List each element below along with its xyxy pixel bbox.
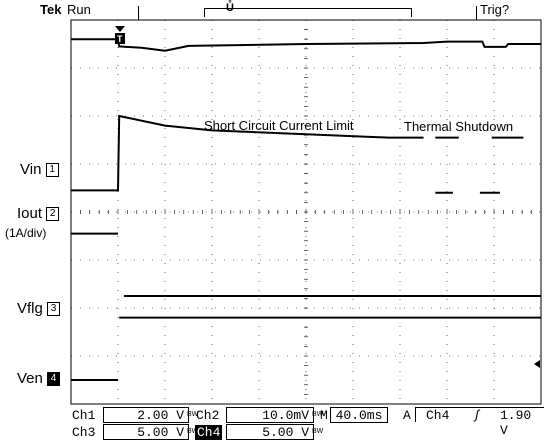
- ch2-volts-div: 10.0mV: [226, 407, 314, 423]
- ch4-bw-indicator: BW: [312, 428, 324, 435]
- trigger-source: Ch4: [426, 408, 450, 423]
- ch4-label-text: Ch4: [195, 425, 223, 440]
- ch3-value: 5.00 V: [137, 425, 184, 440]
- vflg-name: Vflg: [17, 300, 43, 317]
- status-divider-right: [476, 6, 477, 20]
- iout-label: Iout 2: [17, 205, 60, 222]
- brand-label: Tek: [40, 2, 62, 17]
- ch4-volts-div: 5.00 V: [226, 424, 314, 440]
- ch2-bw-indicator: BW: [312, 411, 324, 418]
- ch1-bw-indicator: BW: [187, 411, 199, 418]
- iout-name: Iout: [17, 205, 43, 222]
- ch4-readout-label: Ch4: [195, 425, 223, 440]
- record-position-bracket: [204, 8, 412, 17]
- timebase-value: 40.0ms: [330, 407, 388, 423]
- short-circuit-annotation: Short Circuit Current Limit: [204, 118, 354, 133]
- run-state: Run: [67, 2, 91, 17]
- thermal-shutdown-annotation: Thermal Shutdown: [404, 119, 514, 134]
- vflg_trace: [71, 232, 541, 297]
- timebase-value-text: 40.0ms: [335, 408, 383, 423]
- ven-name: Ven: [17, 370, 43, 387]
- trigger-marker-label: T: [117, 34, 123, 44]
- iout_trace: [71, 114, 524, 192]
- trigger-level-arrow: [534, 360, 540, 368]
- ch2-value: 10.0mV: [262, 408, 309, 423]
- timebase-label: M: [320, 408, 328, 423]
- ch3-readout-label: Ch3: [72, 425, 96, 440]
- ch2-marker: 2: [46, 207, 60, 222]
- graticule: [70, 19, 542, 405]
- ch1-marker: 1: [45, 163, 59, 178]
- waveform-traces: [71, 38, 541, 381]
- ch4-value: 5.00 V: [262, 425, 309, 440]
- status-divider: [138, 6, 139, 20]
- trigger-arrow-top: [115, 26, 125, 44]
- vin-label: Vin 1: [20, 161, 59, 178]
- trigger-level: 1.90 V: [500, 408, 532, 438]
- ch2-readout-label: Ch2: [196, 408, 220, 423]
- ch3-bw-indicator: BW: [187, 428, 199, 435]
- ven-label: Ven 4: [17, 370, 61, 387]
- trigger-mode: A: [403, 408, 411, 423]
- trigger-position-marker: Ů: [226, 2, 234, 14]
- ch1-volts-div: 2.00 V: [103, 407, 189, 423]
- vin-name: Vin: [20, 161, 42, 178]
- rising-edge-icon: ʃ: [473, 408, 481, 423]
- ch4-marker: 4: [47, 372, 61, 387]
- ven_trace: [71, 316, 541, 381]
- trigger-readout: Ch4 ʃ 1.90 V: [415, 407, 544, 438]
- vflg-label: Vflg 3: [17, 300, 61, 317]
- ch1-value: 2.00 V: [137, 408, 184, 423]
- ch1-readout-label: Ch1: [72, 408, 96, 423]
- ch3-volts-div: 5.00 V: [103, 424, 189, 440]
- iout-scale: (1A/div): [5, 226, 47, 240]
- ch3-marker: 3: [47, 302, 61, 317]
- trigger-state: Trig?: [480, 2, 510, 17]
- vin_trace: [71, 38, 541, 52]
